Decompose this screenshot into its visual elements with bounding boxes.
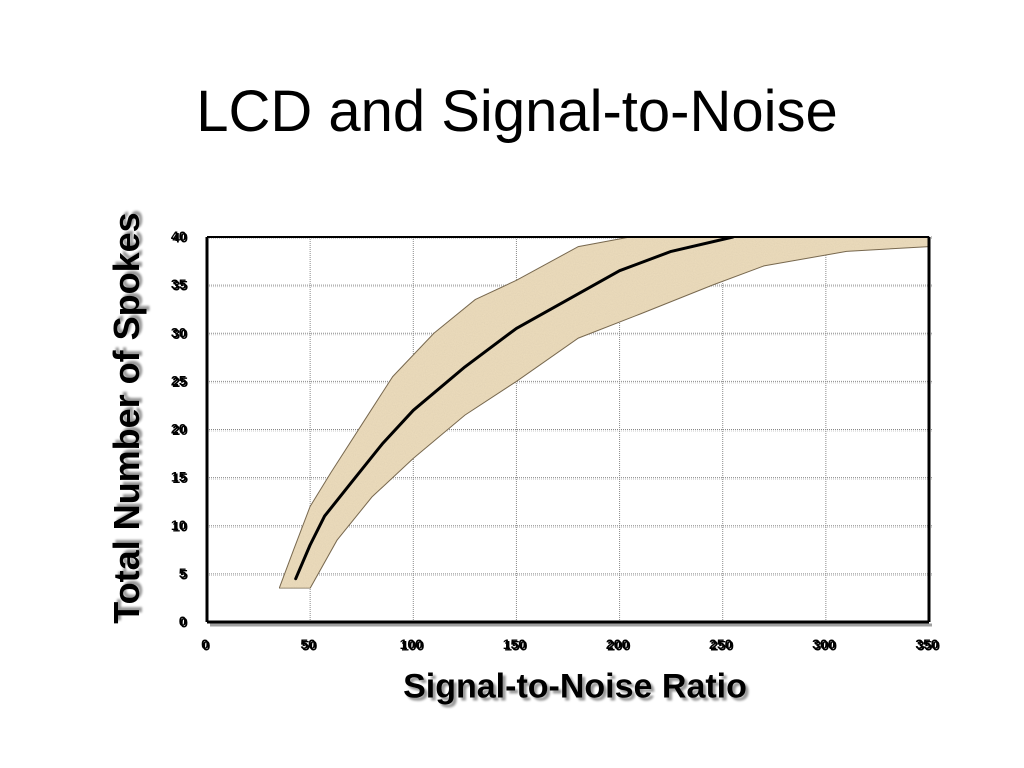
x-tick-label: 0	[201, 636, 209, 652]
band-area	[278, 237, 929, 589]
y-tick-label: 15	[171, 469, 187, 485]
x-tick-label-shadow: 200	[607, 638, 631, 654]
y-axis-label: Total Number of Spokes	[106, 212, 147, 624]
y-tick-label-shadow: 15	[172, 470, 188, 486]
x-tick-label-shadow: 250	[711, 638, 735, 654]
y-tick-label: 35	[171, 276, 187, 292]
y-tick-label-shadow: 5	[180, 566, 188, 582]
x-tick-label: 50	[300, 636, 316, 652]
y-tick-label-shadow: 25	[172, 374, 188, 390]
x-tick-label-shadow: 0	[203, 638, 211, 654]
x-tick-label-shadow: 50	[302, 638, 318, 654]
x-axis-label: Signal-to-Noise Ratio	[403, 667, 747, 706]
y-tick-label-shadow: 0	[180, 615, 188, 631]
x-tick-label: 350	[915, 636, 939, 652]
y-tick-label: 5	[179, 565, 187, 581]
slide-title: LCD and Signal-to-Noise	[196, 79, 838, 144]
y-tick-label: 20	[171, 421, 187, 437]
y-tick-label-shadow: 35	[172, 278, 188, 294]
y-tick-label-shadow: 30	[172, 326, 188, 342]
x-tick-label-shadow: 350	[917, 638, 941, 654]
x-tick-label: 250	[709, 636, 733, 652]
center-curve	[294, 237, 735, 581]
y-tick-label: 10	[171, 517, 187, 533]
y-tick-label: 40	[171, 228, 187, 244]
x-tick-label-shadow: 300	[814, 638, 838, 654]
confidence-band	[278, 237, 929, 589]
x-tick-label: 300	[812, 636, 836, 652]
y-tick-label-shadow: 40	[172, 230, 188, 246]
y-tick-label: 25	[171, 372, 187, 388]
y-tick-label-shadow: 10	[172, 518, 188, 534]
x-tick-label: 150	[503, 636, 527, 652]
x-tick-label-shadow: 100	[401, 638, 425, 654]
center-line	[294, 237, 735, 581]
axes	[205, 236, 932, 627]
x-tick-label-shadow: 150	[504, 638, 528, 654]
x-tick-label: 200	[606, 636, 630, 652]
y-tick-label-shadow: 20	[172, 422, 188, 438]
x-tick-label: 100	[400, 636, 424, 652]
y-tick-label: 30	[171, 324, 187, 340]
y-tick-label: 0	[179, 613, 187, 629]
